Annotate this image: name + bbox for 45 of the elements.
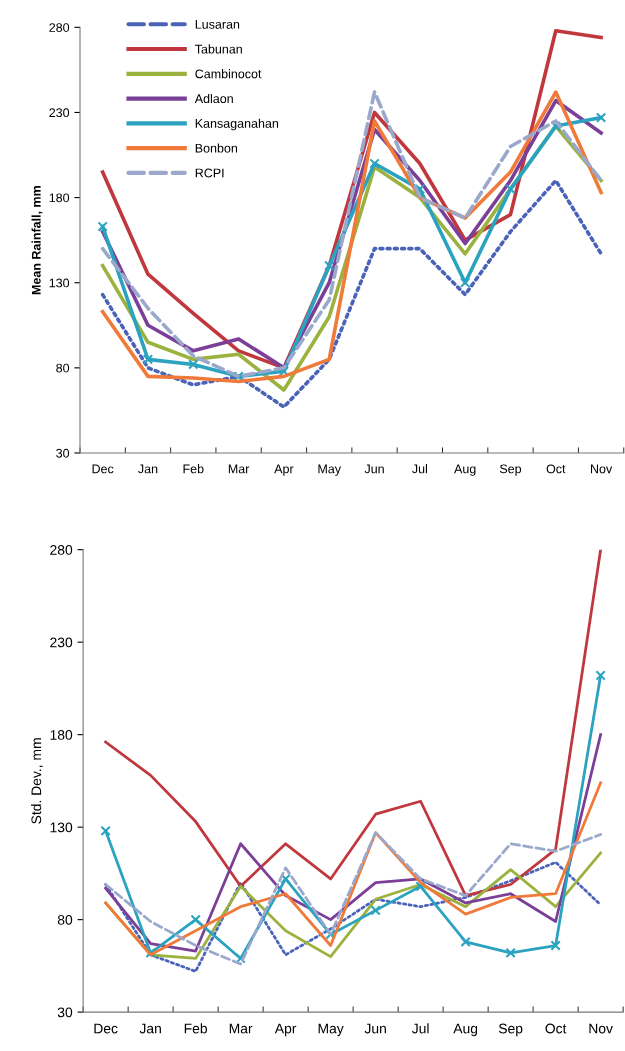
x-tick-label: Nov <box>589 1023 613 1034</box>
legend-label: Lusaran <box>195 20 240 29</box>
x-tick-label: Sep <box>498 1023 523 1037</box>
x-tick-label: May <box>318 464 341 476</box>
x-tick-label: Apr <box>274 1023 297 1037</box>
legend-label: Bonbon <box>195 143 238 153</box>
y-tick-label: 30 <box>57 1007 73 1018</box>
y-tick-label: 230 <box>50 637 73 648</box>
y-tick-label: 180 <box>49 193 70 203</box>
y-tick-label: 130 <box>49 278 70 288</box>
y-tick-label: 230 <box>49 108 70 118</box>
x-tick-label: Aug <box>454 464 476 476</box>
x-tick-label: Dec <box>94 1023 118 1034</box>
y-axis-title: Mean Rainfall, mm <box>31 186 43 295</box>
y-tick-label: 280 <box>50 545 73 555</box>
x-tick-label: Oct <box>545 1023 567 1034</box>
x-tick-label: Feb <box>184 1023 208 1034</box>
x-tick-label: Jan <box>139 1023 161 1034</box>
x-tick-label: Jul <box>412 464 427 474</box>
y-tick-label: 30 <box>56 448 70 458</box>
legend-label: Kansaganahan <box>195 118 279 131</box>
legend-label: Adlaon <box>194 93 233 104</box>
x-tick-label: Jun <box>364 1023 386 1034</box>
x-tick-label: Mar <box>229 1023 253 1034</box>
x-tick-label: May <box>318 1023 344 1037</box>
x-tick-label: Jun <box>364 464 384 474</box>
y-tick-label: 80 <box>57 914 73 925</box>
x-tick-label: Nov <box>591 464 613 474</box>
x-tick-label: Oct <box>546 464 566 474</box>
y-axis-title: Std. Dev., mm <box>31 738 43 824</box>
x-tick-label: Feb <box>183 464 204 474</box>
y-tick-label: 280 <box>49 23 70 32</box>
x-tick-label: Sep <box>499 464 522 476</box>
y-tick-label: 130 <box>50 822 73 833</box>
legend-label: RCPI <box>195 168 224 178</box>
x-tick-label: Jul <box>411 1023 429 1034</box>
legend-label: Cambinocot <box>195 69 262 79</box>
legend-label: Tabunan <box>195 44 242 54</box>
x-tick-label: Aug <box>453 1023 478 1037</box>
y-tick-label: 80 <box>56 363 70 373</box>
x-tick-label: Dec <box>92 464 114 474</box>
x-tick-label: Jan <box>138 464 158 474</box>
y-tick-label: 180 <box>50 729 73 740</box>
x-tick-label: Mar <box>228 464 250 474</box>
x-tick-label: Apr <box>274 464 294 476</box>
